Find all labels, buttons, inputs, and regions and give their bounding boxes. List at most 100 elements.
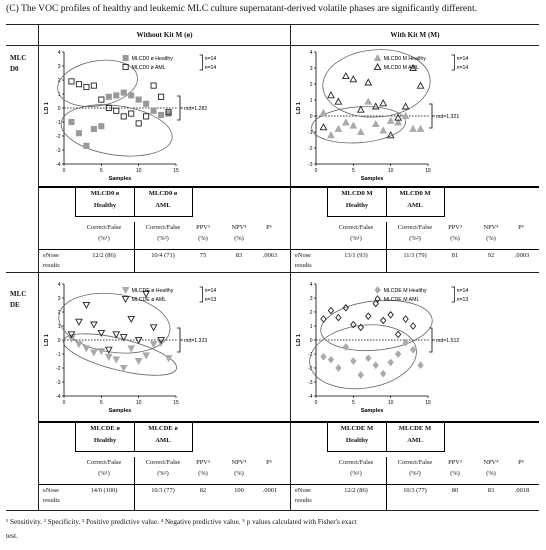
y-tick-label: 3 (58, 296, 61, 302)
header-sensitivity-unit: (%¹) (350, 235, 362, 242)
value-npv: 83 (235, 252, 243, 259)
table-mid-rule (291, 484, 539, 485)
table-divider (134, 457, 135, 510)
x-tick-label: 5 (352, 400, 355, 406)
healthy-point (75, 341, 83, 349)
aml-point (105, 104, 112, 112)
row-label-results: results (295, 497, 312, 504)
x-axis-label: Samples (109, 408, 132, 414)
stats-table-mlcde-with-kit: MLCDE M Healthy MLCDE M AML Correct/False (%¹… (291, 421, 539, 510)
legend-label: MLCD0 ø Healthy (132, 56, 174, 62)
aml-point (320, 315, 327, 323)
value-npv: 83 (487, 487, 495, 494)
row-label-results: results (43, 497, 60, 504)
legend-bracket (451, 54, 455, 71)
value-npv: 100 (234, 487, 244, 494)
y-tick-label: -4 (308, 394, 313, 400)
legend-n: n=13 (205, 297, 217, 303)
healthy-point (142, 352, 151, 360)
y-axis-label: LD 1 (296, 334, 302, 346)
header-p-value: P⁵ (518, 224, 524, 231)
md-bracket (429, 327, 435, 353)
value-specificity: 10/4 (71) (151, 252, 175, 259)
x-tick-label: 0 (63, 400, 66, 406)
stats-table-mlcd0-without-kit: MLCD0 ø Healthy MLCD0 ø AML Correct/False (%¹… (39, 186, 290, 272)
legend-marker (374, 295, 381, 303)
aml-point (165, 109, 172, 116)
aml-point (120, 113, 127, 120)
y-tick-label: 0 (58, 106, 61, 112)
aml-point (142, 290, 151, 298)
y-tick-label: 2 (310, 82, 313, 88)
chart-mlcd0-with-kit: -3 -2 -1 0 1 2 3 4 0 5 10 15 Samples LD 1 md=1.321 MLCD… (296, 49, 469, 182)
legend-marker (122, 54, 129, 62)
x-tick-label: 0 (63, 168, 66, 174)
value-npv: 92 (487, 252, 495, 259)
healthy-point (341, 118, 350, 126)
column-header-left: Without Kit M (ø) (136, 31, 193, 39)
healthy-point (75, 130, 82, 137)
healthy-point (409, 124, 417, 132)
stats-table-mlcde-without-kit: MLCDE ø Healthy MLCDE ø AML Correct/False (%¹… (39, 421, 290, 510)
x-tick-label: 10 (136, 400, 142, 406)
x-tick-label: 15 (425, 400, 431, 406)
header-p-value: P⁵ (266, 224, 272, 231)
legend-n: n=14 (457, 56, 469, 62)
table-mid-rule (39, 249, 290, 250)
x-tick-label: 0 (315, 400, 318, 406)
group-header-box: MLCDE M Healthy MLCDE M AML (327, 422, 445, 452)
aml-point (104, 346, 113, 354)
healthy-point (112, 356, 121, 364)
aml-point (409, 322, 417, 330)
cluster-ellipse (311, 106, 406, 144)
healthy-point (165, 110, 172, 117)
y-tick-label: -2 (56, 134, 61, 140)
y-tick-label: 4 (310, 282, 313, 288)
aml-point (158, 93, 165, 100)
table-top-rule (291, 421, 539, 423)
x-tick-label: 10 (388, 400, 394, 406)
y-tick-label: 4 (310, 50, 313, 56)
footnote-line-2: test. (6, 532, 18, 540)
y-tick-label: 4 (58, 50, 61, 56)
healthy-group-label: MLCDE ø Healthy (76, 423, 135, 451)
y-tick-label: -4 (56, 394, 61, 400)
y-tick-label: 3 (58, 64, 61, 70)
header-npv: NPV⁴ (231, 224, 247, 231)
header-ppv: PPV³ (448, 459, 462, 466)
healthy-point (97, 348, 106, 356)
healthy-point (349, 121, 358, 129)
y-axis-label: LD 1 (296, 102, 302, 114)
healthy-point (68, 118, 75, 126)
aml-point (394, 330, 402, 339)
y-tick-label: -3 (56, 148, 61, 154)
healthy-point (67, 335, 76, 343)
legend-label: MLCD0 M AML (384, 65, 419, 71)
header-specificity-unit: (%²) (409, 235, 421, 242)
healthy-point (417, 361, 424, 370)
header-correct-false-specificity: Correct/False (145, 224, 181, 231)
healthy-point (372, 361, 379, 370)
value-specificity: 11/3 (79) (403, 252, 427, 259)
value-p: .0003 (514, 252, 530, 259)
aml-point (386, 131, 395, 139)
aml-point (416, 81, 425, 89)
header-ppv-unit: (%) (198, 235, 208, 242)
y-tick-label: -1 (56, 352, 61, 358)
aml-point (342, 303, 350, 312)
header-specificity-unit: (%²) (157, 235, 169, 242)
aml-point (401, 102, 410, 110)
aml-point (341, 71, 350, 80)
healthy-point (128, 92, 135, 99)
table-divider (134, 222, 135, 272)
x-tick-label: 5 (100, 168, 103, 174)
table-top-rule (291, 186, 539, 188)
aml-point (356, 105, 365, 113)
aml-point (83, 83, 90, 91)
healthy-point (334, 124, 343, 132)
legend-marker (121, 295, 130, 304)
legend-marker (373, 62, 382, 71)
healthy-point (89, 349, 98, 357)
